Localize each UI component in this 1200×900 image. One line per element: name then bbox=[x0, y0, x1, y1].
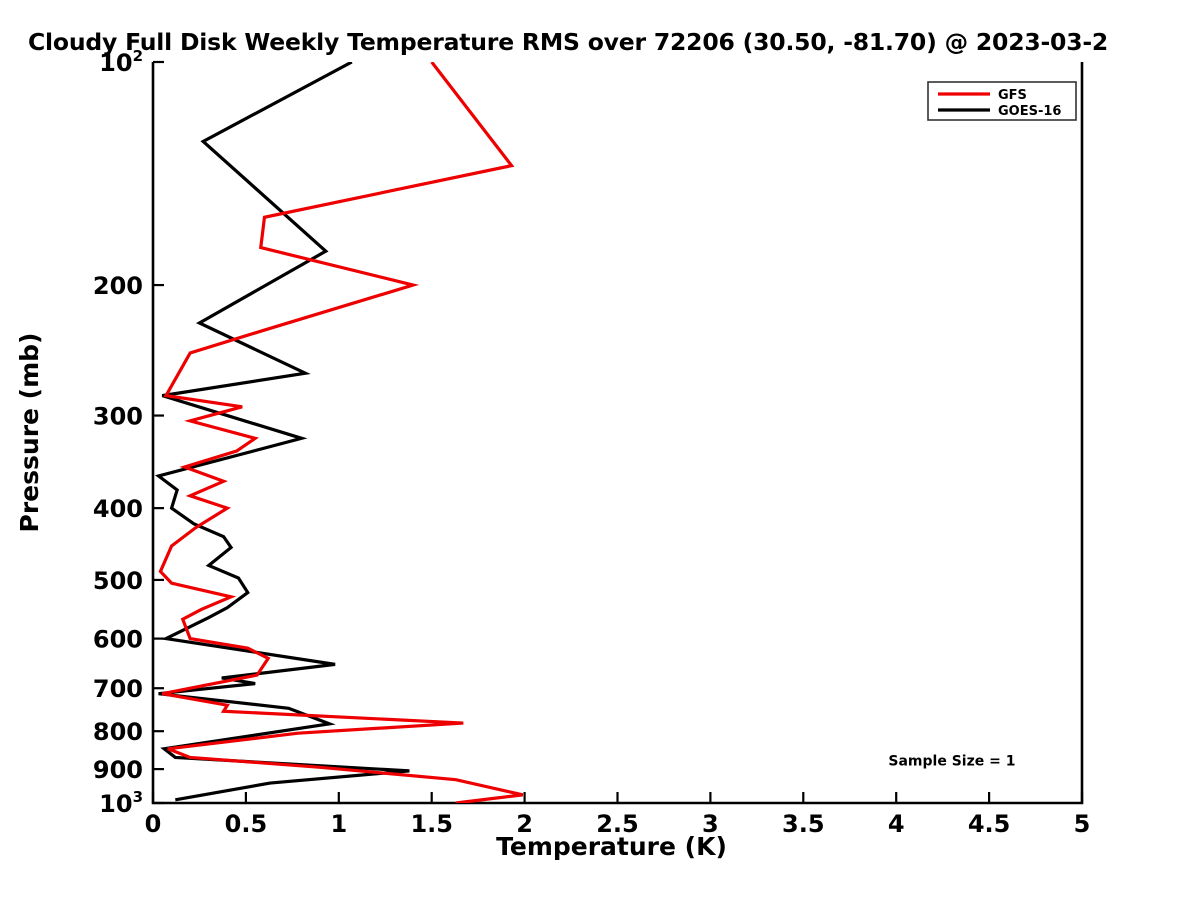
x-tick-label: 0.5 bbox=[225, 810, 268, 838]
x-tick-label: 4 bbox=[888, 810, 905, 838]
y-tick-label: 102 bbox=[99, 47, 143, 77]
y-tick-label: 200 bbox=[93, 272, 143, 300]
sample-size-annotation: Sample Size = 1 bbox=[888, 753, 1015, 769]
plot-frame bbox=[151, 62, 1084, 805]
y-tick-label: 800 bbox=[93, 718, 143, 746]
legend-label-goes-16: GOES-16 bbox=[998, 104, 1061, 119]
y-tick-label: 400 bbox=[93, 495, 143, 523]
x-tick-label: 1.5 bbox=[410, 810, 453, 838]
x-tick-label: 3.5 bbox=[782, 810, 825, 838]
data-series-group bbox=[154, 62, 524, 803]
x-tick-label: 4.5 bbox=[968, 810, 1011, 838]
legend-label-gfs: GFS bbox=[998, 88, 1027, 103]
series-line-goes-16 bbox=[154, 62, 410, 802]
y-tick-label: 700 bbox=[93, 675, 143, 703]
y-tick-label: 600 bbox=[93, 626, 143, 654]
y-tick-label: 900 bbox=[93, 756, 143, 784]
annotations-group: Sample Size = 1 bbox=[888, 753, 1015, 769]
x-tick-label: 3 bbox=[702, 810, 719, 838]
x-axis-title: Temperature (K) bbox=[496, 832, 727, 861]
y-tick-label: 103 bbox=[99, 788, 143, 818]
series-line-gfs bbox=[158, 62, 524, 803]
axes-group bbox=[151, 60, 1084, 805]
legend-box bbox=[927, 81, 1077, 121]
x-tick-label: 2.5 bbox=[596, 810, 639, 838]
y-tick-label: 500 bbox=[93, 567, 143, 595]
page-title: Cloudy Full Disk Weekly Temperature RMS … bbox=[28, 28, 1109, 56]
x-tick-label: 0 bbox=[145, 810, 162, 838]
y-tick-label: 300 bbox=[93, 403, 143, 431]
x-tick-label: 2 bbox=[516, 810, 533, 838]
y-axis-title: Pressure (mb) bbox=[15, 333, 44, 533]
axis-labels-group: 0 0.5 1 1.5 2 2.5 3 3.5 4 4.5 5 102 200 300 400 500 600 7… bbox=[15, 47, 1090, 861]
x-tick-label: 1 bbox=[330, 810, 347, 838]
x-tick-label: 5 bbox=[1074, 810, 1091, 838]
